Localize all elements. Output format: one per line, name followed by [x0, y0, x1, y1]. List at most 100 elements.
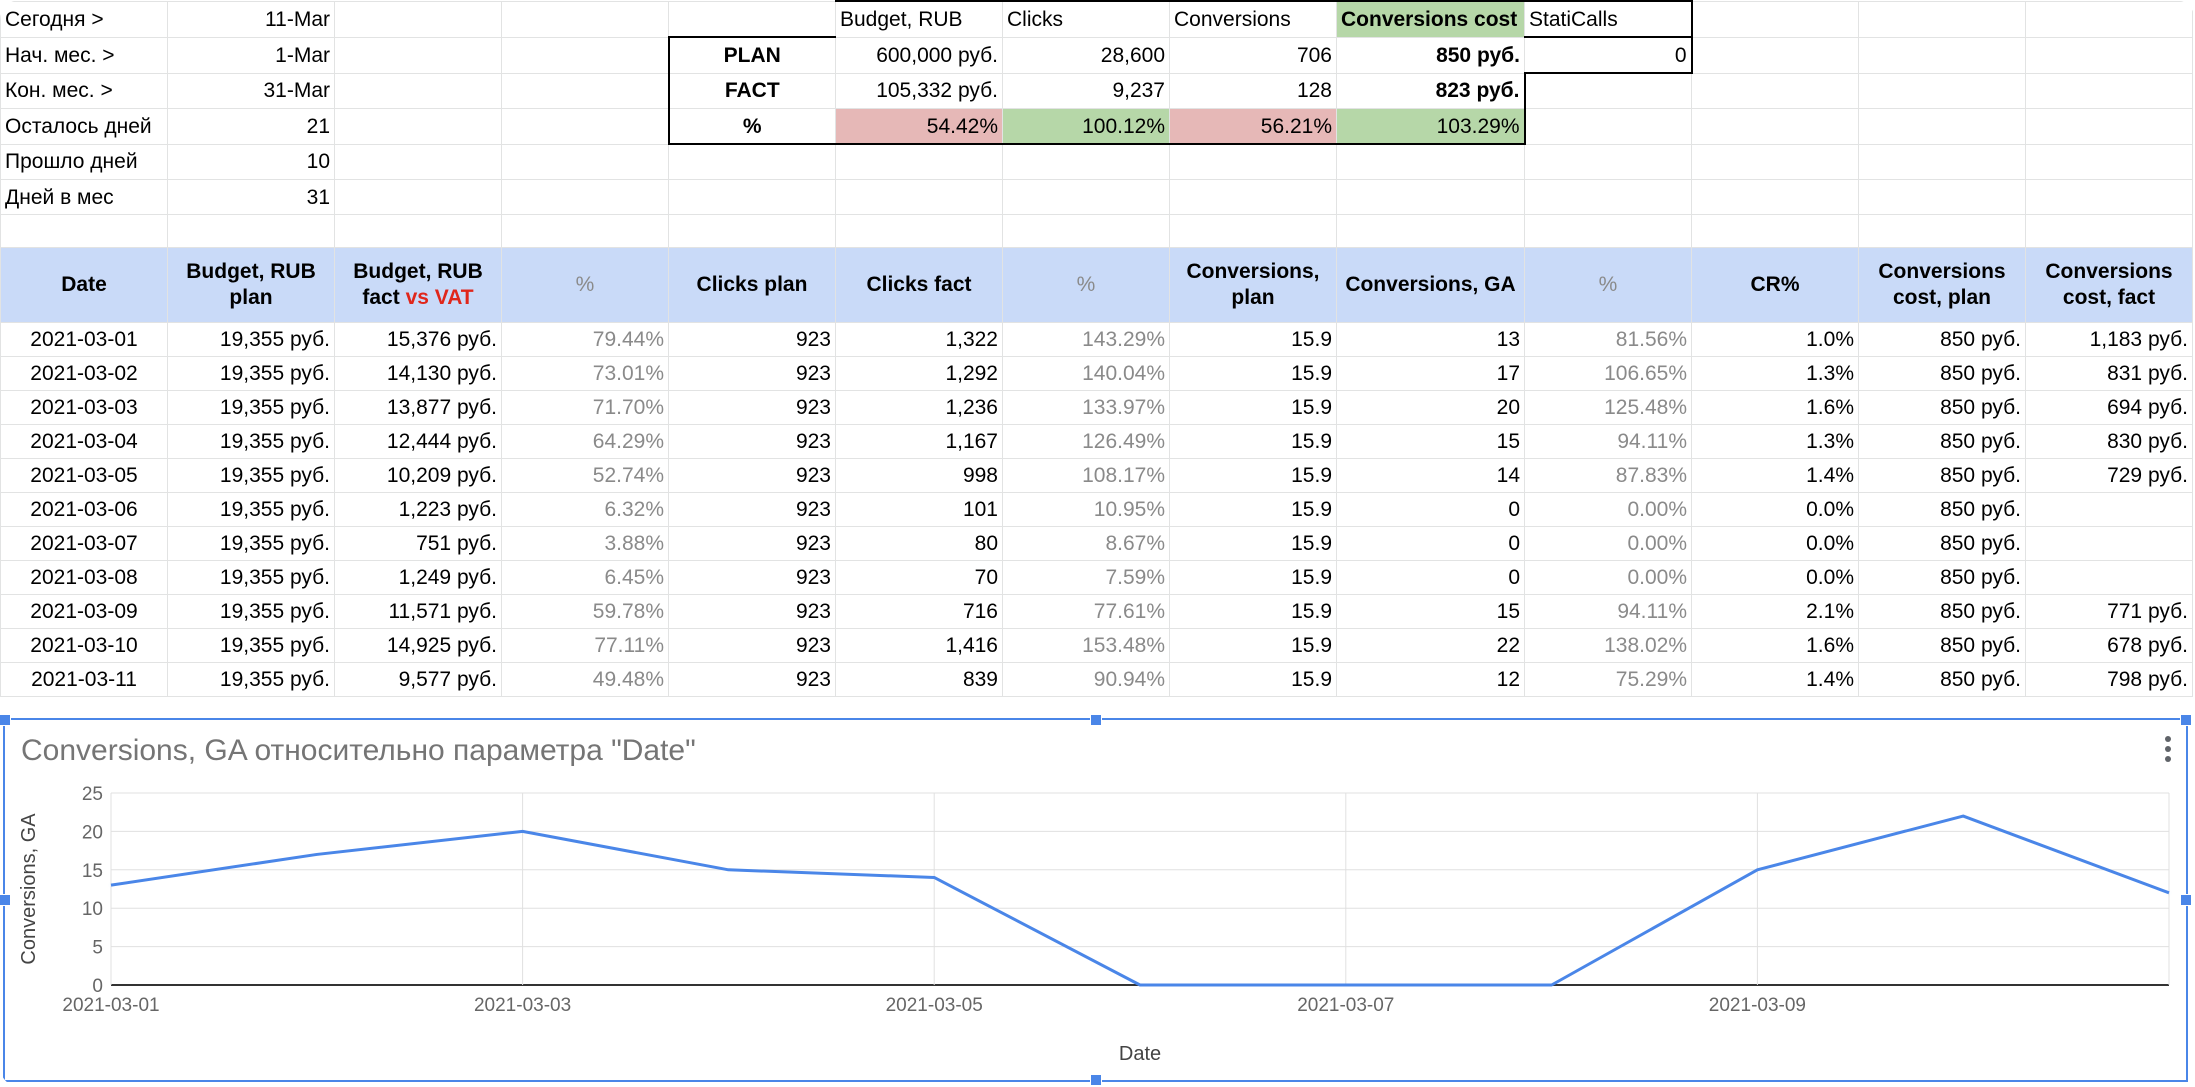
table-cell[interactable]: 15.9: [1169, 628, 1337, 663]
table-cell[interactable]: 1.0%: [1691, 322, 1859, 357]
table-cell[interactable]: 998: [835, 458, 1003, 493]
empty-cell[interactable]: [1858, 0, 2026, 38]
table-cell[interactable]: 73.01%: [501, 356, 669, 391]
empty-cell[interactable]: [501, 108, 669, 145]
resize-handle[interactable]: [2180, 894, 2192, 906]
empty-cell[interactable]: [1524, 179, 1692, 215]
kpi-plan-value[interactable]: 0: [1524, 36, 1693, 74]
table-cell[interactable]: 2021-03-03: [0, 390, 168, 425]
table-cell[interactable]: 15.9: [1169, 594, 1337, 629]
header-budget-plan[interactable]: Budget, RUB plan: [167, 247, 335, 323]
table-cell[interactable]: 2021-03-02: [0, 356, 168, 391]
table-cell[interactable]: 6.45%: [501, 560, 669, 595]
table-cell[interactable]: 138.02%: [1524, 628, 1692, 663]
table-cell[interactable]: 14: [1336, 458, 1525, 493]
table-cell[interactable]: 923: [668, 424, 836, 459]
empty-cell[interactable]: [1691, 214, 1859, 248]
table-cell[interactable]: 19,355 руб.: [167, 526, 335, 561]
table-cell[interactable]: 75.29%: [1524, 662, 1692, 697]
empty-cell[interactable]: [1524, 214, 1692, 248]
table-cell[interactable]: 1.4%: [1691, 662, 1859, 697]
empty-cell[interactable]: [668, 179, 836, 215]
kpi-header-staticalls[interactable]: StatiCalls: [1524, 0, 1693, 38]
table-cell[interactable]: 13: [1336, 322, 1525, 357]
table-cell[interactable]: 77.11%: [501, 628, 669, 663]
empty-cell[interactable]: [334, 179, 502, 215]
table-cell[interactable]: 2021-03-10: [0, 628, 168, 663]
data-point[interactable]: [314, 851, 320, 857]
table-cell[interactable]: 1,322: [835, 322, 1003, 357]
table-cell[interactable]: [2025, 492, 2193, 527]
empty-cell[interactable]: [1002, 143, 1170, 180]
data-point[interactable]: [725, 867, 731, 873]
data-point[interactable]: [520, 828, 526, 834]
table-cell[interactable]: 108.17%: [1002, 458, 1170, 493]
data-point[interactable]: [108, 882, 114, 888]
empty-cell[interactable]: [334, 108, 502, 145]
data-point[interactable]: [1754, 867, 1760, 873]
table-cell[interactable]: 52.74%: [501, 458, 669, 493]
table-cell[interactable]: 87.83%: [1524, 458, 1692, 493]
conversions-chart[interactable]: Conversions, GA относительно параметра "…: [0, 714, 2192, 1086]
table-cell[interactable]: 923: [668, 560, 836, 595]
table-cell[interactable]: 77.61%: [1002, 594, 1170, 629]
table-cell[interactable]: 850 руб.: [1858, 356, 2026, 391]
header-clicks-fact[interactable]: Clicks fact: [835, 247, 1003, 323]
summary-value[interactable]: 31-Mar: [167, 72, 335, 109]
more-options-icon[interactable]: [2164, 732, 2172, 766]
empty-cell[interactable]: [334, 143, 502, 180]
table-cell[interactable]: 1,167: [835, 424, 1003, 459]
kpi-plan-value[interactable]: 850 руб.: [1336, 36, 1525, 74]
resize-handle[interactable]: [0, 894, 11, 906]
header-date[interactable]: Date: [0, 247, 168, 323]
table-cell[interactable]: [2025, 560, 2193, 595]
table-cell[interactable]: 14,130 руб.: [334, 356, 502, 391]
table-cell[interactable]: 831 руб.: [2025, 356, 2193, 391]
table-cell[interactable]: 59.78%: [501, 594, 669, 629]
table-cell[interactable]: 90.94%: [1002, 662, 1170, 697]
table-cell[interactable]: 15.9: [1169, 458, 1337, 493]
table-cell[interactable]: 15.9: [1169, 662, 1337, 697]
kpi-plan-value[interactable]: 28,600: [1002, 36, 1170, 74]
data-point[interactable]: [2166, 890, 2172, 896]
table-cell[interactable]: 850 руб.: [1858, 662, 2026, 697]
kpi-header-conversions[interactable]: Conversions: [1169, 0, 1337, 38]
empty-cell[interactable]: [1524, 72, 1692, 109]
empty-cell[interactable]: [1524, 108, 1692, 145]
empty-cell[interactable]: [1524, 143, 1692, 180]
empty-cell[interactable]: [2025, 108, 2193, 145]
empty-cell[interactable]: [1858, 108, 2026, 145]
table-cell[interactable]: 10,209 руб.: [334, 458, 502, 493]
data-point[interactable]: [1549, 982, 1555, 988]
table-cell[interactable]: 2.1%: [1691, 594, 1859, 629]
table-cell[interactable]: 839: [835, 662, 1003, 697]
empty-cell[interactable]: [835, 143, 1003, 180]
table-cell[interactable]: 15.9: [1169, 390, 1337, 425]
resize-handle[interactable]: [1090, 1074, 1102, 1086]
header-cr[interactable]: CR%: [1691, 247, 1859, 323]
empty-cell[interactable]: [1169, 179, 1337, 215]
data-point[interactable]: [1343, 982, 1349, 988]
summary-label[interactable]: Нач. мес. >: [0, 36, 168, 74]
empty-cell[interactable]: [835, 214, 1003, 248]
table-cell[interactable]: 0.00%: [1524, 492, 1692, 527]
empty-cell[interactable]: [1858, 214, 2026, 248]
table-cell[interactable]: 1.6%: [1691, 628, 1859, 663]
table-cell[interactable]: 15.9: [1169, 424, 1337, 459]
resize-handle[interactable]: [1090, 714, 1102, 726]
table-cell[interactable]: 729 руб.: [2025, 458, 2193, 493]
table-cell[interactable]: 678 руб.: [2025, 628, 2193, 663]
empty-cell[interactable]: [501, 36, 669, 74]
empty-cell[interactable]: [334, 0, 502, 38]
table-cell[interactable]: 7.59%: [1002, 560, 1170, 595]
empty-cell[interactable]: [0, 214, 168, 248]
table-cell[interactable]: 923: [668, 594, 836, 629]
table-cell[interactable]: 12,444 руб.: [334, 424, 502, 459]
header-pct[interactable]: %: [1524, 247, 1692, 323]
summary-value[interactable]: 11-Mar: [167, 0, 335, 38]
empty-cell[interactable]: [668, 214, 836, 248]
table-cell[interactable]: 1,236: [835, 390, 1003, 425]
table-cell[interactable]: 0.0%: [1691, 560, 1859, 595]
table-cell[interactable]: 923: [668, 322, 836, 357]
empty-cell[interactable]: [2025, 179, 2193, 215]
